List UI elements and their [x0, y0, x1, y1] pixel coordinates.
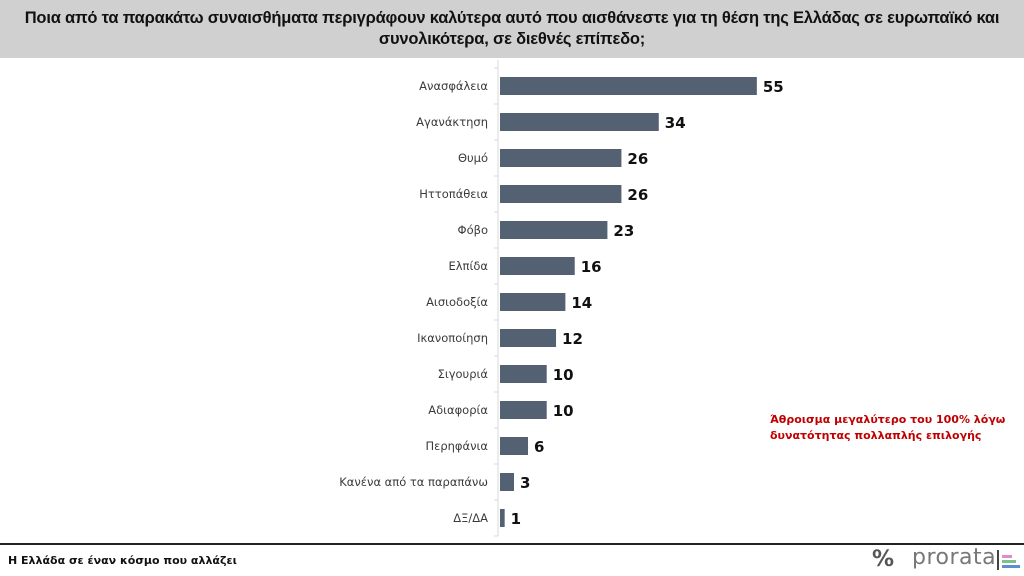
category-label: Ηττοπάθεια: [419, 187, 488, 201]
logo-stripe-icon: [1002, 560, 1016, 563]
value-label: 10: [553, 366, 574, 384]
category-label: Περηφάνια: [425, 439, 488, 453]
bar: [500, 509, 505, 527]
category-label: Αγανάκτηση: [416, 115, 488, 129]
bar: [500, 185, 622, 203]
value-label: 12: [562, 330, 583, 348]
logo-stripe-icon: [1002, 555, 1012, 558]
footer-divider: [0, 543, 1024, 545]
value-label: 3: [520, 474, 530, 492]
bar: [500, 257, 575, 275]
category-label: Θυμό: [458, 151, 488, 165]
category-label: Αδιαφορία: [428, 403, 488, 417]
bar: [500, 437, 529, 455]
category-label: Ανασφάλεια: [419, 79, 488, 93]
value-label: 16: [581, 258, 602, 276]
bar: [500, 365, 547, 383]
prorata-logo: prorata: [912, 545, 997, 570]
value-label: 23: [613, 222, 634, 240]
bar: [500, 401, 547, 419]
value-label: 1: [511, 510, 521, 528]
value-label: 26: [627, 150, 648, 168]
percent-logo-icon: %: [872, 547, 895, 572]
value-label: 34: [665, 114, 686, 132]
footer-caption: Η Ελλάδα σε έναν κόσμο που αλλάζει: [8, 554, 237, 567]
chart-title: Ποια από τα παρακάτω συναισθήματα περιγρ…: [24, 9, 1000, 48]
logo-stripe-icon: [1002, 565, 1020, 568]
bar: [500, 293, 566, 311]
multiple-choice-note: Άθροισμα μεγαλύτερο του 100% λόγω δυνατό…: [770, 413, 1006, 442]
category-label: Κανένα από τα παραπάνω: [339, 475, 488, 489]
value-label: 10: [553, 402, 574, 420]
bar: [500, 149, 622, 167]
category-label: ΔΞ/ΔΑ: [453, 511, 488, 525]
category-label: Φόβο: [458, 223, 488, 237]
category-label: Ελπίδα: [448, 259, 488, 273]
value-label: 14: [571, 294, 592, 312]
header-bar: Ποια από τα παρακάτω συναισθήματα περιγρ…: [0, 0, 1024, 58]
bar-chart: Ανασφάλεια 55 Αγανάκτηση 34 Θυμό 26 Ηττοπάθεια…: [339, 60, 784, 537]
bar: [500, 77, 757, 95]
value-label: 55: [763, 78, 784, 96]
value-label: 6: [534, 438, 544, 456]
value-label: 26: [627, 186, 648, 204]
logo-divider: [997, 550, 999, 570]
category-label: Αισιοδοξία: [426, 295, 488, 309]
bar: [500, 329, 557, 347]
category-label: Σιγουριά: [438, 367, 489, 381]
bar: [500, 473, 515, 491]
category-label: Ικανοποίηση: [417, 331, 488, 345]
bar: [500, 113, 659, 131]
bar: [500, 221, 608, 239]
